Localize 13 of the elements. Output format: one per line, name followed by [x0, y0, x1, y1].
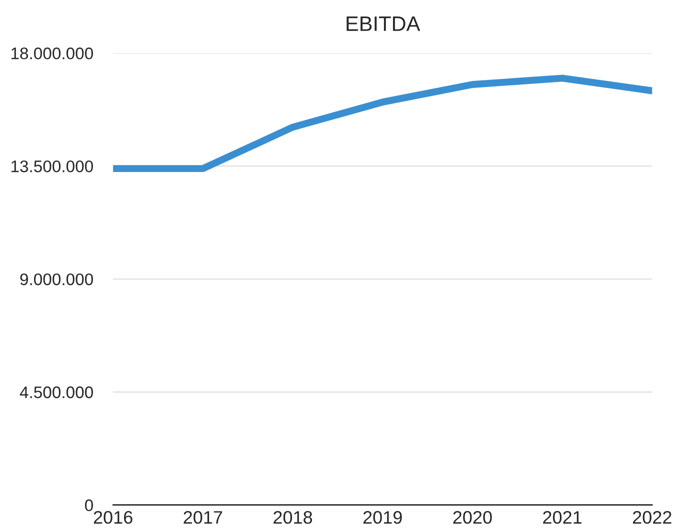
x-tick-label: 2022 [632, 511, 672, 524]
x-tick-label: 2016 [94, 511, 132, 524]
x-tick-label: 2019 [363, 511, 402, 524]
x-tick-label: 2020 [453, 511, 492, 524]
x-tick-label: 2017 [184, 511, 222, 524]
x-tick-label: 2021 [543, 511, 582, 524]
chart-title: EBITDA [346, 16, 420, 31]
x-tick-label: 2018 [274, 511, 312, 524]
y-tick-label: 9.000.000 [20, 273, 93, 286]
y-tick-label: 13.500.000 [11, 160, 93, 172]
y-tick-label: 0 [85, 499, 93, 512]
y-tick-label: 4.500.000 [20, 386, 93, 398]
y-tick-label: 18.000.000 [11, 48, 93, 60]
